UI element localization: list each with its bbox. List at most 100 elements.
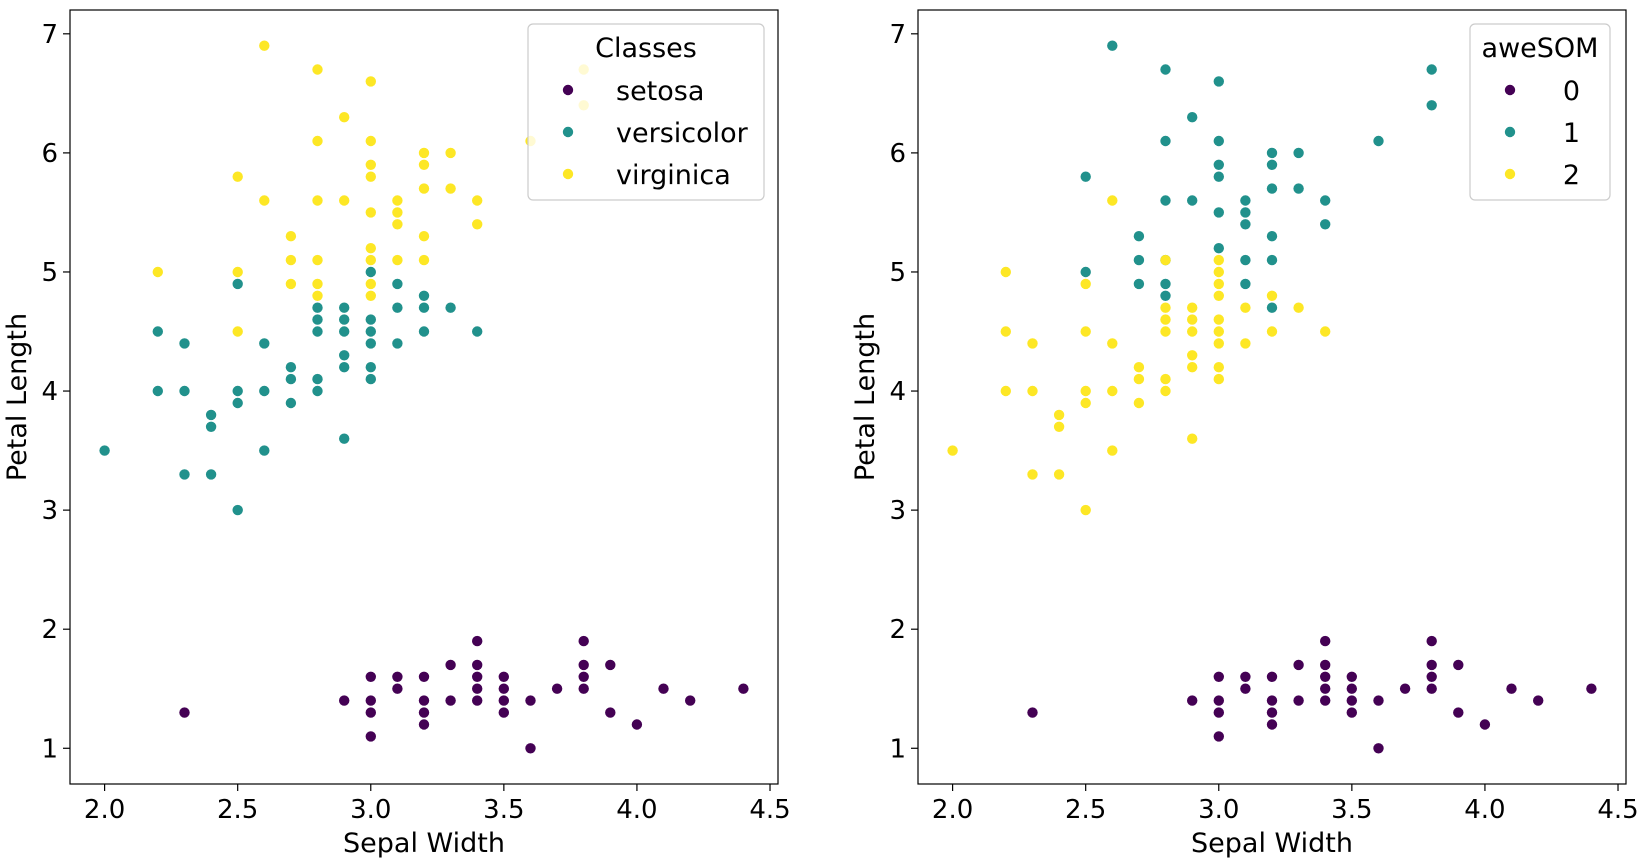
- data-point-series-0: [1293, 659, 1304, 671]
- data-point-series-2: [1213, 266, 1225, 278]
- legend-marker: [1504, 84, 1516, 96]
- data-point-series-1: [259, 445, 270, 456]
- data-point-series-2: [1000, 326, 1011, 337]
- data-point-series-0: [1320, 635, 1331, 647]
- legend-title: aweSOM: [1482, 33, 1599, 64]
- legend-marker: [562, 84, 574, 96]
- data-point-series-1: [365, 338, 376, 349]
- data-point-series-1: [1160, 195, 1171, 206]
- data-point-series-0: [658, 683, 669, 694]
- data-point-series-0: [1453, 659, 1464, 671]
- data-point-series-0: [392, 671, 403, 682]
- data-point-series-1: [1213, 207, 1225, 218]
- data-point-series-2: [1080, 397, 1091, 409]
- data-point-series-1: [99, 445, 110, 456]
- data-point-series-1: [418, 326, 430, 337]
- data-point-series-0: [525, 743, 536, 754]
- data-point-series-2: [1080, 326, 1091, 337]
- data-point-series-1: [1320, 195, 1331, 206]
- data-point-series-2: [1187, 326, 1198, 337]
- axes-frame: [917, 9, 1627, 785]
- data-point-series-2: [1133, 397, 1145, 409]
- data-point-series-2: [1000, 385, 1011, 397]
- x-axis-label: Sepal Width: [343, 828, 505, 859]
- data-point-series-0: [365, 731, 376, 742]
- data-point-series-2: [259, 195, 270, 206]
- legend-entry-label: setosa: [616, 76, 704, 107]
- data-point-series-1: [285, 362, 297, 373]
- data-point-series-2: [365, 76, 376, 87]
- data-point-series-0: [472, 683, 483, 694]
- data-point-series-1: [1266, 147, 1278, 159]
- data-point-series-2: [365, 171, 376, 182]
- data-point-series-0: [1213, 671, 1225, 682]
- data-point-series-0: [1266, 671, 1278, 682]
- data-point-series-2: [1107, 385, 1118, 397]
- data-point-series-2: [1080, 278, 1091, 290]
- y-tick-label: 4: [41, 377, 58, 407]
- data-point-series-1: [1160, 64, 1171, 75]
- data-point-series-0: [1027, 707, 1038, 718]
- data-point-series-2: [1213, 290, 1225, 301]
- axes-frame: [69, 9, 779, 785]
- data-point-series-2: [392, 207, 403, 218]
- data-point-series-2: [418, 147, 430, 159]
- data-point-series-2: [1000, 266, 1011, 278]
- data-point-series-0: [578, 683, 589, 694]
- data-point-series-0: [1320, 683, 1331, 694]
- data-point-series-2: [472, 219, 483, 230]
- data-point-series-2: [312, 64, 323, 75]
- data-point-series-1: [312, 385, 323, 397]
- data-point-series-0: [1320, 671, 1331, 682]
- data-point-series-1: [1187, 112, 1198, 123]
- data-point-series-0: [605, 707, 616, 718]
- data-point-series-2: [339, 195, 350, 206]
- legend-entry-label: 1: [1563, 118, 1580, 149]
- data-point-series-1: [339, 314, 350, 325]
- data-point-series-1: [1293, 147, 1304, 159]
- data-point-series-0: [551, 683, 563, 694]
- data-point-series-0: [1213, 731, 1225, 742]
- x-tick-label: 4.0: [616, 795, 657, 825]
- data-point-series-0: [472, 659, 483, 671]
- data-point-series-2: [312, 195, 323, 206]
- data-point-series-0: [1346, 671, 1358, 682]
- data-point-series-1: [1240, 278, 1251, 290]
- data-point-series-2: [1053, 469, 1065, 480]
- data-point-series-1: [1240, 219, 1251, 230]
- data-point-series-2: [1187, 302, 1198, 313]
- data-point-series-2: [1027, 385, 1038, 397]
- data-point-series-1: [445, 302, 456, 313]
- data-point-series-1: [179, 469, 190, 480]
- data-point-series-0: [498, 695, 509, 706]
- x-tick-label: 4.0: [1464, 795, 1505, 825]
- data-point-series-1: [205, 409, 217, 421]
- data-point-series-1: [1266, 231, 1278, 242]
- data-point-series-2: [1107, 195, 1118, 206]
- data-point-series-1: [285, 373, 297, 385]
- data-point-series-0: [365, 695, 376, 706]
- data-point-series-0: [365, 707, 376, 718]
- data-point-series-1: [1213, 243, 1225, 254]
- data-point-series-1: [1213, 171, 1225, 182]
- data-point-series-2: [1320, 326, 1331, 337]
- data-point-series-1: [1160, 278, 1171, 290]
- data-point-series-1: [1266, 183, 1278, 194]
- data-point-series-0: [1426, 671, 1437, 682]
- data-point-series-1: [1240, 207, 1251, 218]
- data-point-series-0: [631, 719, 643, 730]
- data-point-series-0: [578, 659, 589, 671]
- x-tick-label: 3.5: [1331, 795, 1372, 825]
- data-point-series-1: [1240, 254, 1251, 266]
- data-point-series-1: [285, 397, 297, 409]
- data-point-series-1: [1080, 171, 1091, 182]
- data-point-series-0: [445, 659, 456, 671]
- data-point-series-2: [1266, 326, 1278, 337]
- data-point-series-1: [1080, 266, 1091, 278]
- data-point-series-1: [1187, 195, 1198, 206]
- data-point-series-2: [285, 254, 297, 266]
- data-point-series-1: [152, 385, 163, 397]
- data-point-series-2: [445, 183, 456, 194]
- data-point-series-0: [578, 671, 589, 682]
- y-tick-label: 6: [41, 139, 58, 169]
